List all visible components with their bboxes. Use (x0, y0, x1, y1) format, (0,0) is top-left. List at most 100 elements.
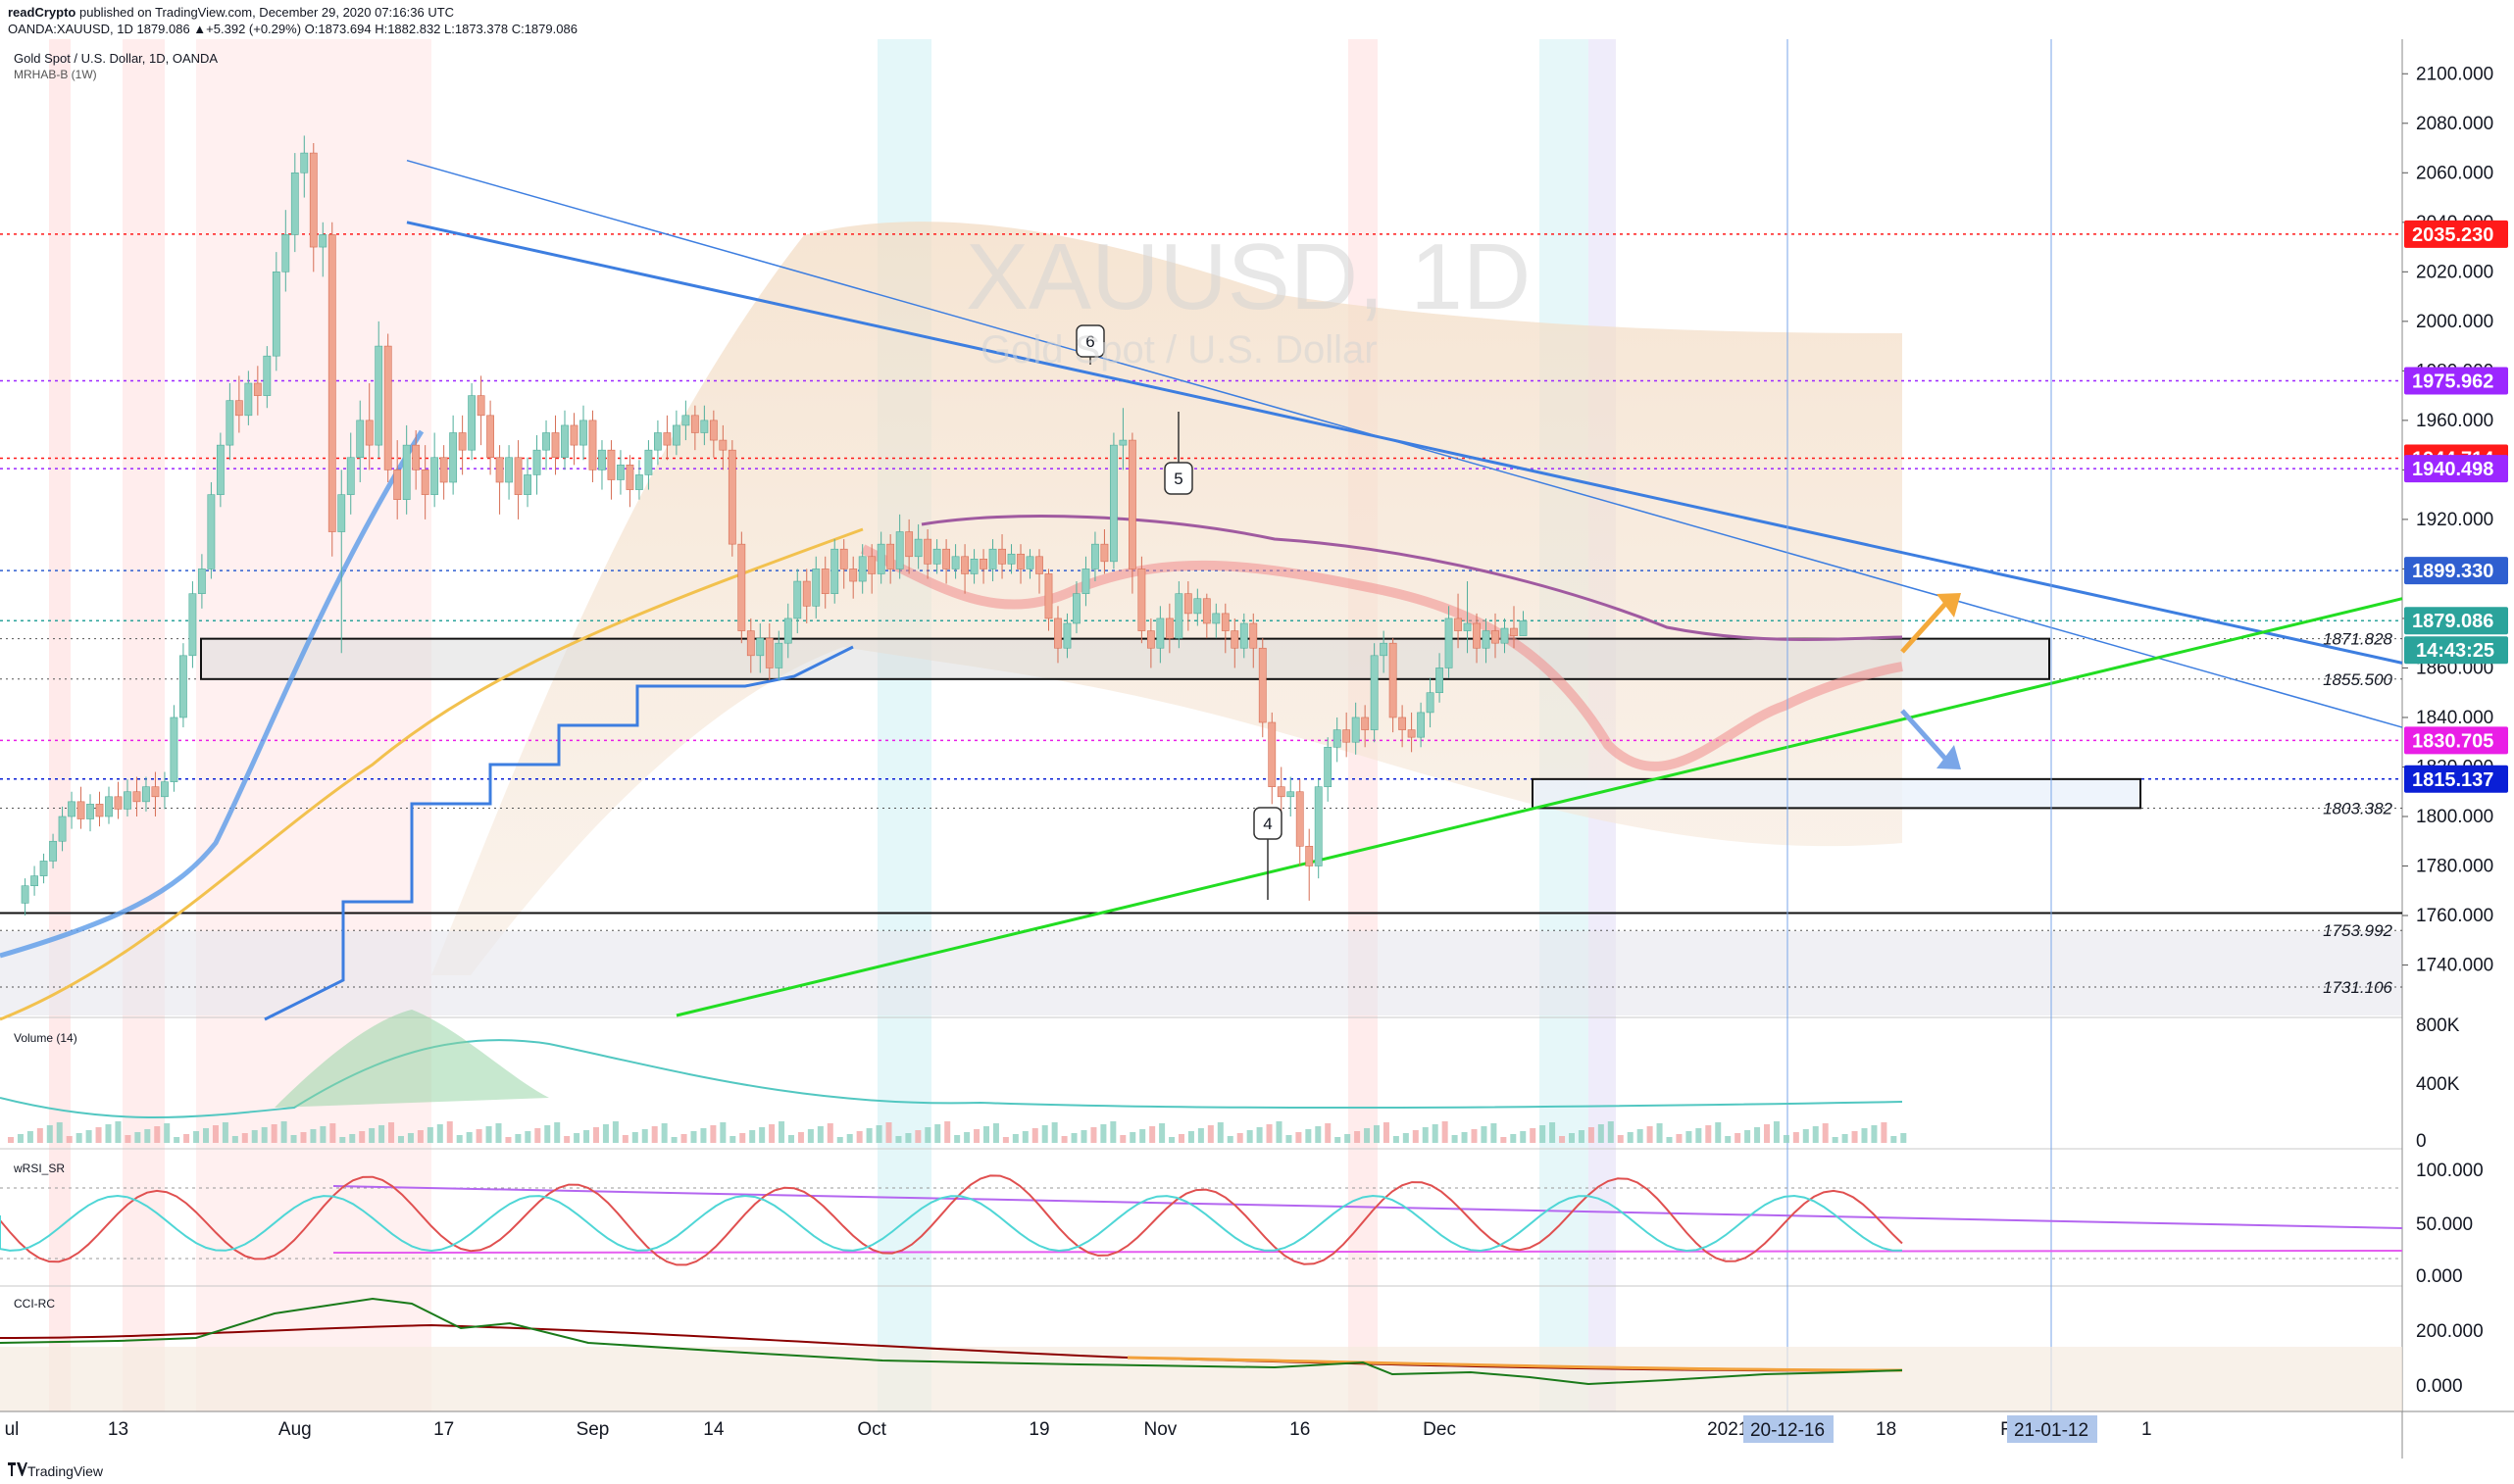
volume-bar (1451, 1135, 1458, 1143)
annotation-text: 6 (1085, 332, 1094, 351)
candle-body (746, 630, 755, 657)
candle-body (1510, 627, 1518, 636)
candle-body (49, 840, 57, 862)
price-level-value: 1815.137 (2412, 769, 2493, 791)
time-tick-label: Aug (278, 1419, 312, 1440)
volume-bar (388, 1122, 395, 1143)
volume-bar (222, 1122, 228, 1143)
time-tick-label: ul (5, 1419, 20, 1440)
lower-zone-box (1532, 777, 2141, 810)
volume-bar (807, 1129, 814, 1143)
cci-slow (0, 1323, 1903, 1372)
volume-bar (1002, 1137, 1009, 1143)
volume-bar (466, 1132, 473, 1143)
volume-bar (1325, 1123, 1332, 1143)
volume-bar (1792, 1132, 1799, 1143)
price-level-badge (2404, 765, 2508, 793)
volume-bar (1881, 1122, 1887, 1143)
volume-bar (680, 1134, 687, 1143)
volume-bar (1666, 1137, 1673, 1143)
tradingview-logo[interactable]: TradingView (8, 1462, 103, 1479)
candle-body (207, 494, 216, 569)
rsi-tick-label: 100.000 (2416, 1161, 2484, 1181)
volume-bar (378, 1125, 385, 1143)
candle-body (132, 791, 141, 803)
candle-body (1258, 647, 1267, 723)
candle-body (58, 816, 67, 842)
volume-bar (1130, 1132, 1136, 1143)
main-pane-title: Gold Spot / U.S. Dollar, 1D, OANDA (14, 51, 218, 66)
volume-bar (1832, 1137, 1838, 1143)
publisher-name: readCrypto (8, 5, 76, 20)
rsi-pane (0, 1174, 2403, 1266)
candle-body (486, 415, 494, 459)
volume-bar (915, 1130, 922, 1143)
candle-body (1444, 618, 1453, 668)
candle-body (663, 432, 672, 446)
volume-bar (1071, 1133, 1078, 1143)
volume-bar (612, 1121, 619, 1143)
candle-body (514, 457, 523, 495)
volume-bar (641, 1129, 648, 1143)
candle-body (1463, 622, 1472, 631)
time-axis[interactable]: ul13Aug17Sep14Oct19Nov16Dec202118Feb120-… (0, 1410, 2514, 1443)
candle-body (142, 786, 150, 803)
volume-bar (564, 1136, 571, 1143)
volume-bar (720, 1122, 727, 1143)
y-tick-label: 2100.000 (2416, 64, 2493, 84)
candle-body (598, 449, 606, 470)
chart-canvas[interactable]: 1871.828 1855.500 1803.382 1753.992 1731.106… (0, 39, 2514, 1459)
highlight-band (123, 39, 165, 1411)
volume-bar (349, 1134, 356, 1143)
level-label: 1753.992 (2323, 921, 2392, 940)
volume-bar (700, 1128, 707, 1143)
candle-body (988, 548, 997, 569)
candle-body (39, 861, 48, 876)
candle-body (76, 801, 85, 819)
candle-body (1165, 618, 1174, 639)
candle-body (1110, 444, 1118, 563)
candle-body (1305, 845, 1314, 866)
volume-bar (1236, 1133, 1243, 1143)
time-tick-label: Dec (1423, 1419, 1456, 1440)
volume-bar (212, 1125, 219, 1143)
volume-bar (1471, 1129, 1478, 1143)
volume-bar (1197, 1128, 1204, 1143)
volume-bar (954, 1135, 961, 1143)
candle-body (68, 801, 75, 817)
y-tick-label: 1840.000 (2416, 708, 2493, 728)
candle-body (226, 400, 234, 446)
volume-bar (1374, 1125, 1380, 1143)
ohlc-line: OANDA:XAUUSD, 1D 1879.086 ▲+5.392 (+0.29… (8, 22, 578, 36)
cci-tick-label: 200.000 (2416, 1321, 2484, 1342)
volume-bar (1159, 1123, 1166, 1143)
volume-bar (1392, 1136, 1399, 1143)
volume-bar (1481, 1126, 1487, 1143)
volume-cloud (275, 1010, 549, 1108)
volume-bar (1530, 1128, 1536, 1143)
volume-bar (1081, 1130, 1087, 1143)
candle-body (942, 548, 950, 569)
volume-bar (359, 1131, 366, 1143)
volume-bar (1735, 1133, 1741, 1143)
candle-body (1295, 791, 1304, 847)
volume-bar (574, 1133, 580, 1143)
candle-body (1063, 622, 1072, 649)
price-level-badge (2404, 455, 2508, 483)
volume-bar (1900, 1133, 1907, 1143)
candle-body (198, 569, 206, 594)
level-label: 1855.500 (2323, 670, 2392, 689)
lower-zone (0, 931, 2402, 1015)
volume-bar (974, 1129, 980, 1143)
candle-body (700, 420, 709, 433)
volume-bar (1305, 1129, 1312, 1143)
y-tick-label: 1800.000 (2416, 807, 2493, 827)
price-level-value: 1830.705 (2412, 730, 2493, 752)
cci-label: CCI-RC (14, 1297, 55, 1311)
cci-tick-label: 0.000 (2416, 1376, 2463, 1397)
volume-bar (1490, 1123, 1497, 1143)
candle-body (1073, 593, 1081, 624)
volume-bar (407, 1133, 414, 1143)
candle-body (95, 804, 104, 817)
volume-bar (164, 1123, 171, 1143)
